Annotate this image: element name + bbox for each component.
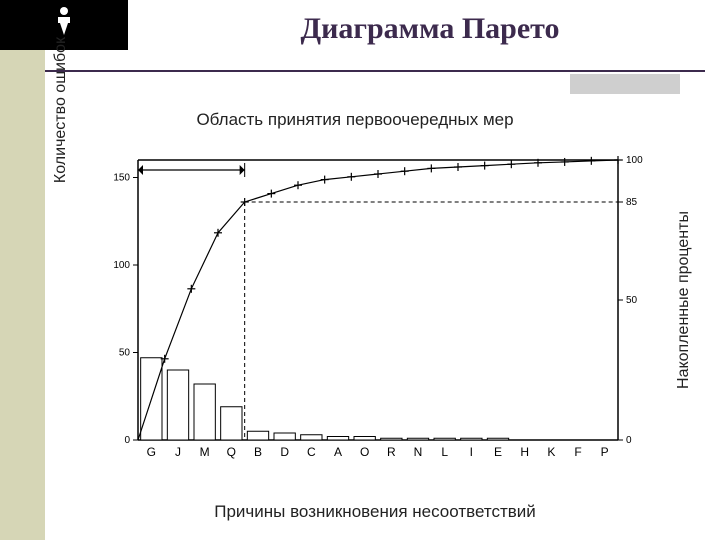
- svg-text:150: 150: [113, 173, 130, 184]
- page-title: Диаграмма Парето: [160, 12, 700, 46]
- svg-text:O: O: [360, 445, 369, 459]
- svg-text:0: 0: [124, 435, 130, 446]
- svg-text:A: A: [334, 445, 342, 459]
- pareto-chart: Область принятия первоочередных мер Коли…: [60, 110, 690, 520]
- svg-text:J: J: [175, 445, 181, 459]
- svg-text:B: B: [254, 445, 262, 459]
- chart-title: Область принятия первоочередных мер: [60, 110, 650, 130]
- hr-divider: [45, 70, 705, 72]
- svg-text:0: 0: [626, 435, 632, 446]
- svg-text:R: R: [387, 445, 396, 459]
- svg-text:G: G: [147, 445, 156, 459]
- svg-text:100: 100: [626, 155, 643, 166]
- svg-text:50: 50: [626, 295, 638, 306]
- svg-text:E: E: [494, 445, 502, 459]
- svg-text:50: 50: [119, 348, 131, 359]
- left-accent-strip: [0, 0, 45, 540]
- svg-text:85: 85: [626, 197, 638, 208]
- svg-text:H: H: [520, 445, 529, 459]
- svg-text:C: C: [307, 445, 316, 459]
- svg-text:Q: Q: [227, 445, 236, 459]
- grey-accent-block: [570, 74, 680, 94]
- svg-text:F: F: [574, 445, 581, 459]
- svg-text:N: N: [414, 445, 423, 459]
- svg-text:M: M: [200, 445, 210, 459]
- x-axis-label: Причины возникновения несоответствий: [100, 502, 650, 522]
- svg-text:P: P: [601, 445, 609, 459]
- svg-text:100: 100: [113, 260, 130, 271]
- svg-text:D: D: [280, 445, 289, 459]
- svg-text:K: K: [547, 445, 555, 459]
- y-axis-label-right: Накопленные проценты: [675, 200, 693, 400]
- pareto-plot-svg: 0 50 100 150 0 50 85 100 G J M Q B D C A O R N L I E H K F P: [98, 140, 658, 480]
- svg-text:L: L: [441, 445, 448, 459]
- svg-text:I: I: [470, 445, 473, 459]
- y-axis-label-left: Количество ошибок: [52, 10, 70, 210]
